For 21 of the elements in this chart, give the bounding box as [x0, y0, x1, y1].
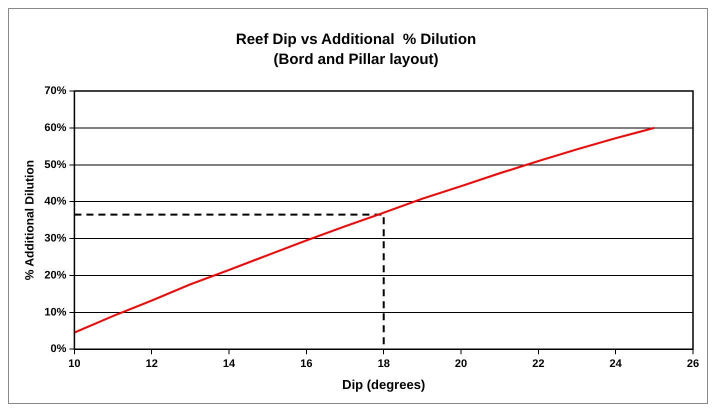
x-tick-label: 12 — [146, 358, 158, 370]
x-tick-label: 18 — [378, 358, 390, 370]
y-axis-title: % Additional Dilution — [22, 160, 37, 280]
x-axis-title: Dip (degrees) — [342, 376, 426, 392]
x-tick-label: 16 — [300, 358, 313, 370]
y-tick-label: 20% — [44, 269, 67, 282]
x-tick-label: 26 — [686, 358, 700, 370]
y-tick-label: 50% — [44, 158, 67, 171]
y-tick-label: 10% — [44, 306, 67, 318]
x-tick-label: 24 — [610, 358, 623, 370]
chart-title: Reef Dip vs Additional % Dilution — [236, 31, 476, 48]
y-tick-label: 70% — [44, 85, 67, 98]
x-tick-label: 20 — [454, 358, 468, 370]
x-tick-label: 14 — [222, 358, 236, 370]
chart-subtitle: (Bord and Pillar layout) — [273, 51, 439, 68]
y-tick-label: 30% — [44, 232, 67, 245]
x-tick-label: 22 — [532, 358, 544, 370]
y-tick-label: 0% — [50, 343, 67, 356]
y-tick-label: 60% — [44, 122, 67, 134]
x-tick-label: 10 — [68, 358, 81, 370]
y-tick-label: 40% — [44, 196, 67, 208]
